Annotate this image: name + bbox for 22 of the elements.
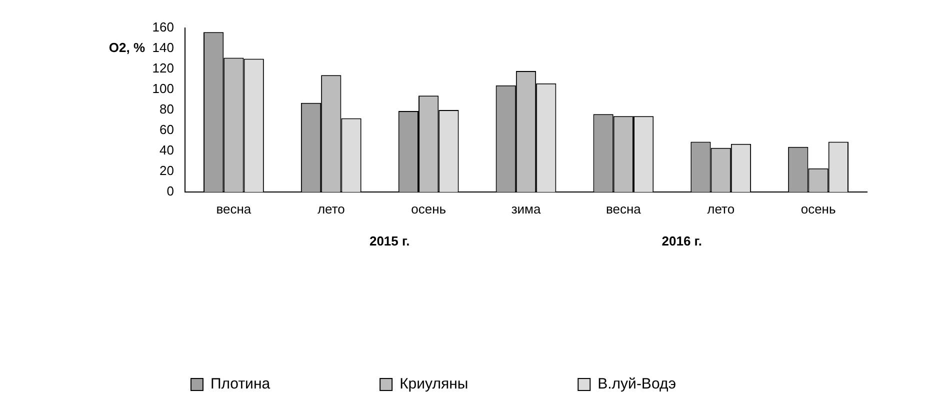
x-tick-label: зима bbox=[511, 201, 542, 216]
y-tick-label: 40 bbox=[160, 142, 174, 158]
legend-label: В.луй-Водэ bbox=[598, 376, 676, 393]
y-axis-title: O2, % bbox=[108, 40, 146, 56]
y-tick-label: 20 bbox=[160, 163, 174, 178]
legend-label: Плотина bbox=[210, 376, 271, 393]
legend-label: Криуляны bbox=[400, 376, 468, 393]
x-tick-label: осень bbox=[800, 201, 836, 216]
y-tick-label: 0 bbox=[166, 184, 174, 199]
y-tick-label: 140 bbox=[152, 40, 174, 56]
text: 2016 г. bbox=[662, 234, 702, 249]
x-tick-label: весна bbox=[216, 201, 252, 216]
y-tick-label: 120 bbox=[152, 60, 174, 76]
y-tick-label: 160 bbox=[152, 20, 174, 35]
x-tick-label: лето bbox=[707, 201, 735, 216]
y-tick-label: 80 bbox=[160, 102, 174, 117]
y-tick-label: 60 bbox=[160, 122, 174, 138]
x-tick-label: лето bbox=[317, 201, 345, 216]
y-tick-label: 100 bbox=[152, 81, 174, 96]
text: 2015 г. bbox=[369, 234, 410, 249]
x-tick-label: осень bbox=[411, 201, 446, 216]
x-tick-label: весна bbox=[606, 201, 642, 216]
